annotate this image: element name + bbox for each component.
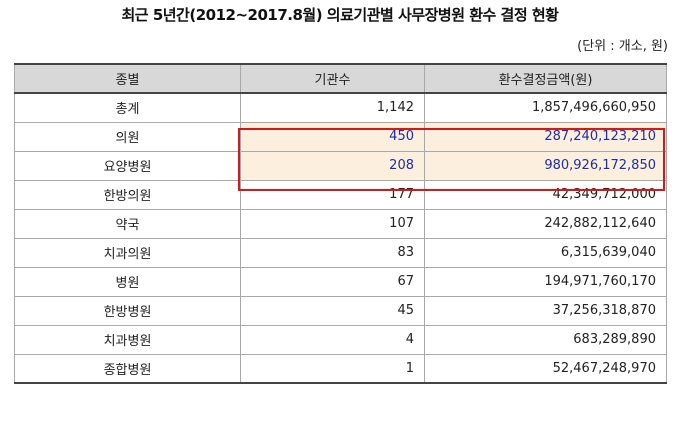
cell-type: 병원	[14, 266, 241, 297]
header-row: 종별 기관수 환수결정금액(원)	[14, 63, 667, 94]
column-header-count: 기관수	[240, 63, 425, 94]
cell-amount: 6,315,639,040	[424, 237, 667, 268]
table-row: 한방병원 45 37,256,318,870	[14, 295, 667, 326]
column-header-amount: 환수결정금액(원)	[424, 63, 667, 94]
cell-type: 한방의원	[14, 179, 241, 210]
cell-type: 의원	[14, 121, 241, 152]
table-row: 종합병원 1 52,467,248,970	[14, 353, 667, 384]
cell-count: 177	[240, 179, 425, 210]
cell-count: 1	[240, 353, 425, 384]
cell-type: 요양병원	[14, 150, 241, 181]
cell-amount: 683,289,890	[424, 324, 667, 355]
table-row: 약국 107 242,882,112,640	[14, 208, 667, 239]
document-title: 최근 5년간(2012~2017.8월) 의료기관별 사무장병원 환수 결정 현…	[121, 6, 559, 24]
cell-type: 치과병원	[14, 324, 241, 355]
cell-count: 4	[240, 324, 425, 355]
cell-amount: 242,882,112,640	[424, 208, 667, 239]
cell-count: 208	[240, 150, 425, 181]
cell-count: 1,142	[240, 92, 425, 123]
table-row-highlighted: 의원 450 287,240,123,210	[14, 121, 667, 152]
cell-type: 총계	[14, 92, 241, 123]
cell-type: 치과의원	[14, 237, 241, 268]
data-table: 종별 기관수 환수결정금액(원) 총계 1,142 1,857,496,660,…	[14, 63, 667, 384]
cell-amount: 980,926,172,850	[424, 150, 667, 181]
cell-amount: 1,857,496,660,950	[424, 92, 667, 123]
table-row-highlighted: 요양병원 208 980,926,172,850	[14, 150, 667, 181]
table-row-total: 총계 1,142 1,857,496,660,950	[14, 92, 667, 123]
table-row: 치과의원 83 6,315,639,040	[14, 237, 667, 268]
cell-type: 약국	[14, 208, 241, 239]
cell-type: 한방병원	[14, 295, 241, 326]
cell-amount: 37,256,318,870	[424, 295, 667, 326]
cell-count: 450	[240, 121, 425, 152]
cell-amount: 287,240,123,210	[424, 121, 667, 152]
cell-type: 종합병원	[14, 353, 241, 384]
cell-amount: 194,971,760,170	[424, 266, 667, 297]
cell-count: 107	[240, 208, 425, 239]
column-header-type: 종별	[14, 63, 241, 94]
cell-amount: 42,349,712,000	[424, 179, 667, 210]
cell-count: 67	[240, 266, 425, 297]
cell-amount: 52,467,248,970	[424, 353, 667, 384]
unit-note: (단위 : 개소, 원)	[577, 39, 668, 54]
table-row: 한방의원 177 42,349,712,000	[14, 179, 667, 210]
table-row: 병원 67 194,971,760,170	[14, 266, 667, 297]
cell-count: 83	[240, 237, 425, 268]
cell-count: 45	[240, 295, 425, 326]
table-row: 치과병원 4 683,289,890	[14, 324, 667, 355]
